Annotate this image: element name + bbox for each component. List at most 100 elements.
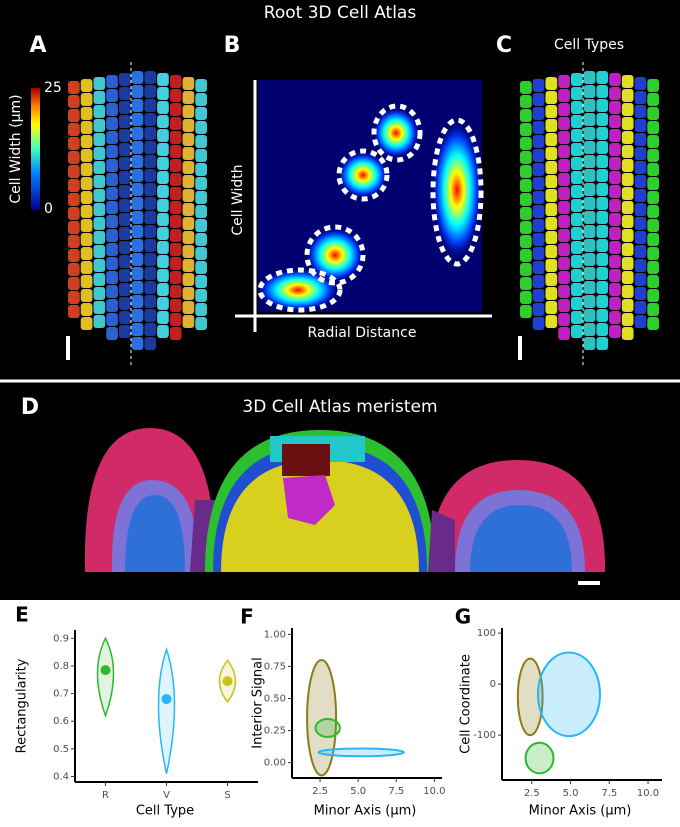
cell <box>80 79 93 92</box>
cell <box>558 327 570 340</box>
cell <box>144 85 157 98</box>
cell <box>131 253 144 266</box>
x-tick-label: 7.5 <box>388 786 404 797</box>
cell <box>68 165 80 178</box>
cell <box>558 187 570 200</box>
cell <box>583 281 596 294</box>
cell <box>621 187 634 200</box>
cell <box>545 105 558 118</box>
cell <box>144 113 157 126</box>
cell <box>157 269 169 282</box>
cell <box>195 317 207 330</box>
y-tick-label: -100 <box>473 730 496 741</box>
cell <box>570 269 583 282</box>
panel-label: A <box>29 33 46 58</box>
cell <box>182 105 195 118</box>
cell <box>545 273 558 286</box>
cell <box>169 145 182 158</box>
cluster-ellipse <box>536 651 601 738</box>
panel-title: 3D Cell Atlas meristem <box>242 397 437 417</box>
cell <box>93 301 106 314</box>
cell <box>131 85 144 98</box>
cell <box>545 189 558 202</box>
cell <box>118 101 131 114</box>
cell <box>634 147 647 160</box>
cell <box>583 71 596 84</box>
cell <box>131 155 144 168</box>
cell <box>144 197 157 210</box>
cell <box>131 113 144 126</box>
cell <box>532 79 545 92</box>
cell <box>532 121 545 134</box>
violin <box>157 646 176 774</box>
cell <box>144 253 157 266</box>
cell <box>621 145 634 158</box>
cell <box>118 325 131 338</box>
cell <box>545 231 558 244</box>
cell <box>68 249 80 262</box>
cell <box>558 229 570 242</box>
cell <box>106 187 118 200</box>
cell <box>621 75 634 88</box>
cell <box>131 141 144 154</box>
colorbar-label: Cell Width (µm) <box>8 94 24 203</box>
axis-title: Cell Coordinate <box>459 654 474 754</box>
cell <box>647 121 659 134</box>
cell <box>520 179 532 192</box>
cell <box>195 247 207 260</box>
y-tick-label: 0.75 <box>264 661 286 672</box>
cell <box>68 221 80 234</box>
cell <box>169 117 182 130</box>
cell <box>80 177 93 190</box>
cell <box>106 299 118 312</box>
cell <box>545 217 558 230</box>
cell <box>545 133 558 146</box>
colorbar <box>31 88 40 210</box>
cell <box>634 161 647 174</box>
cell <box>621 159 634 172</box>
cell <box>621 201 634 214</box>
panel-label: B <box>224 33 241 58</box>
cell <box>634 77 647 90</box>
cell <box>195 261 207 274</box>
cell <box>647 107 659 120</box>
cell <box>195 93 207 106</box>
cell <box>80 191 93 204</box>
cell <box>583 127 596 140</box>
cell <box>596 323 609 336</box>
cell <box>596 183 609 196</box>
cell <box>596 253 609 266</box>
cell <box>596 225 609 238</box>
cell <box>169 299 182 312</box>
cell <box>195 107 207 120</box>
cell <box>570 73 583 86</box>
cell <box>558 299 570 312</box>
cell <box>169 285 182 298</box>
cell <box>558 159 570 172</box>
cell <box>570 311 583 324</box>
cell <box>195 121 207 134</box>
cell <box>131 169 144 182</box>
cell <box>583 141 596 154</box>
cell <box>157 157 169 170</box>
cell <box>558 285 570 298</box>
cell <box>106 285 118 298</box>
cell <box>558 215 570 228</box>
cell <box>182 175 195 188</box>
cell <box>182 217 195 230</box>
y-tick-label: 0.50 <box>264 694 286 705</box>
cell <box>558 271 570 284</box>
x-tick-label: R <box>102 790 109 801</box>
cell <box>570 213 583 226</box>
cell <box>570 185 583 198</box>
cell <box>93 161 106 174</box>
cell <box>596 127 609 140</box>
cell <box>157 129 169 142</box>
cell <box>596 211 609 224</box>
cell <box>609 157 621 170</box>
cluster-ellipse <box>516 657 544 737</box>
cell <box>532 205 545 218</box>
cell <box>621 327 634 340</box>
cell <box>93 315 106 328</box>
cell <box>93 147 106 160</box>
